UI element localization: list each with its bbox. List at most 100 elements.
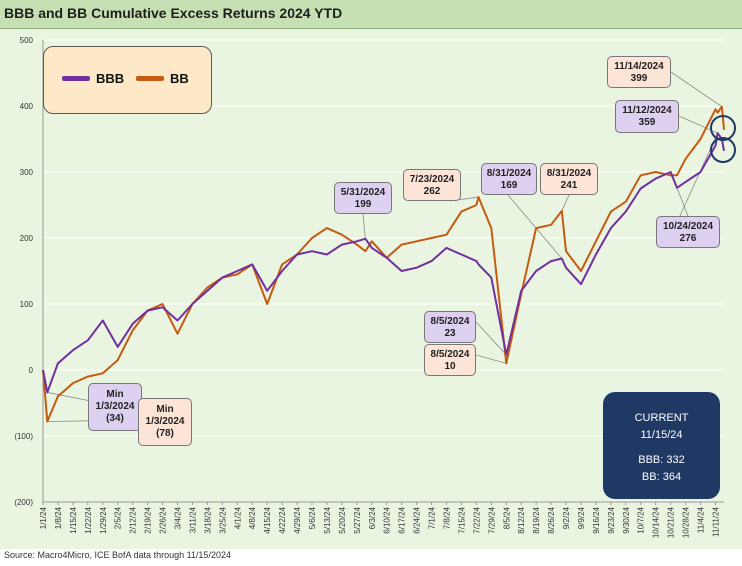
x-tick-label: 9/2/24 <box>562 506 571 529</box>
x-tick-label: 9/23/24 <box>607 506 616 533</box>
leader-line <box>362 213 366 239</box>
x-tick-label: 7/8/24 <box>442 506 451 529</box>
annotation-min-bb: Min 1/3/2024 (78) <box>138 398 192 446</box>
annotation-date: 7/23/2024 <box>409 174 455 185</box>
x-tick-label: 6/24/24 <box>413 506 422 533</box>
annotation-value: 276 <box>679 233 697 244</box>
annotation-date: 11/12/2024 <box>622 105 672 116</box>
x-tick-label: 6/10/24 <box>383 506 392 533</box>
legend-swatch-bb <box>136 76 164 81</box>
x-tick-label: 7/29/24 <box>487 506 496 533</box>
annotation-bb-1114: 11/14/2024 399 <box>607 56 671 88</box>
series-line-bb <box>42 105 725 423</box>
x-tick-label: 11/11/24 <box>711 506 720 537</box>
annotation-date: 5/31/2024 <box>340 187 386 198</box>
chart-title: BBB and BB Cumulative Excess Returns 202… <box>4 5 343 21</box>
annotation-bb-0805: 8/5/2024 10 <box>424 344 476 376</box>
x-tick-label: 8/19/24 <box>532 506 541 533</box>
x-tick-label: 9/16/24 <box>592 506 601 533</box>
x-tick-label: 11/4/24 <box>697 506 706 533</box>
x-tick-label: 4/15/24 <box>263 506 272 533</box>
x-tick-label: 1/22/24 <box>84 506 93 533</box>
annotation-value: 399 <box>630 73 648 84</box>
annotation-date: 8/5/2024 <box>430 316 470 327</box>
leader-line <box>47 392 97 403</box>
highlight-markers <box>710 115 736 163</box>
x-tick-label: 1/15/24 <box>69 506 78 533</box>
leader-line <box>676 187 689 217</box>
x-tick-label: 9/9/24 <box>577 506 586 529</box>
x-tick-label: 7/15/24 <box>457 506 466 533</box>
y-tick-label: 0 <box>29 366 34 375</box>
x-tick-label: 3/18/24 <box>203 506 212 533</box>
current-title: CURRENT <box>634 412 689 424</box>
leader-line <box>475 321 507 356</box>
x-tick-label: 2/5/24 <box>114 506 123 529</box>
series-lines <box>42 105 725 423</box>
x-tick-label: 4/8/24 <box>248 506 257 529</box>
current-bbb: BBB: 332 <box>638 454 685 466</box>
annotation-min-bbb: Min 1/3/2024 (34) <box>88 383 142 431</box>
x-tick-label: 3/4/24 <box>173 506 182 529</box>
annotation-date: 8/31/2024 <box>546 168 592 179</box>
annotation-date: 1/3/2024 <box>145 416 185 427</box>
y-tick-label: (200) <box>14 498 33 507</box>
x-tick-label: 1/29/24 <box>99 506 108 533</box>
leader-line <box>507 194 563 259</box>
x-tick-label: 5/13/24 <box>323 506 332 533</box>
annotation-value: 199 <box>354 199 372 210</box>
x-tick-label: 2/26/24 <box>159 506 168 533</box>
y-tick-label: 100 <box>20 300 34 309</box>
y-tick-label: (100) <box>14 432 33 441</box>
x-tick-label: 3/11/24 <box>188 506 197 533</box>
series-line-bbb <box>42 132 725 394</box>
x-tick-label: 8/26/24 <box>547 506 556 533</box>
annotation-value: 23 <box>444 328 456 339</box>
annotation-label: Min <box>156 404 174 415</box>
x-tick-label: 8/12/24 <box>517 506 526 533</box>
annotation-value: (78) <box>156 428 174 439</box>
x-tick-label: 9/30/24 <box>622 506 631 533</box>
title-bar: BBB and BB Cumulative Excess Returns 202… <box>0 0 742 29</box>
x-tick-label: 6/17/24 <box>398 506 407 533</box>
x-tick-label: 1/8/24 <box>54 506 63 529</box>
annotation-bbb-0531: 5/31/2024 199 <box>334 182 392 214</box>
highlight-circle-bbb <box>710 137 736 163</box>
annotation-date: 10/24/2024 <box>662 221 714 232</box>
annotation-value: 359 <box>638 117 656 128</box>
annotation-label: Min <box>106 389 124 400</box>
x-tick-label: 5/20/24 <box>338 506 347 533</box>
leader-line <box>561 194 570 212</box>
x-tick-label: 2/12/24 <box>129 506 138 533</box>
y-tick-label: 400 <box>20 102 34 111</box>
annotation-value: 241 <box>560 180 578 191</box>
annotation-date: 8/31/2024 <box>486 168 532 179</box>
y-tick-label: 200 <box>20 234 34 243</box>
x-tick-label: 10/7/24 <box>637 506 646 533</box>
annotation-value: 262 <box>423 186 441 197</box>
legend-label-bbb: BBB <box>96 71 125 86</box>
x-tick-label: 8/5/24 <box>502 506 511 529</box>
annotation-bbb-1024: 10/24/2024 276 <box>656 216 720 248</box>
annotation-date: 11/14/2024 <box>614 61 664 72</box>
annotation-date: 1/3/2024 <box>95 401 135 412</box>
annotation-bb-0723: 7/23/2024 262 <box>403 169 461 201</box>
highlight-circle-bb <box>710 115 736 141</box>
x-tick-label: 4/29/24 <box>293 506 302 533</box>
x-tick-label: 7/1/24 <box>428 506 437 529</box>
x-tick-label: 2/19/24 <box>144 506 153 533</box>
y-axis-ticks: (200) (100) 0 100 200 300 400 500 <box>14 36 33 507</box>
leader-line <box>670 71 723 107</box>
leader-line <box>475 354 507 364</box>
source-note: Source: Macro4Micro, ICE BofA data throu… <box>4 550 231 560</box>
annotation-value: 169 <box>500 180 518 191</box>
x-tick-label: 4/22/24 <box>278 506 287 533</box>
legend: BBB BB <box>43 46 212 114</box>
x-axis-ticks: 1/1/24 1/8/24 1/15/24 1/22/24 1/29/24 2/5/24 2… <box>39 502 720 538</box>
x-tick-label: 7/22/24 <box>472 506 481 533</box>
x-tick-label: 1/1/24 <box>39 506 48 529</box>
annotation-bbb-1112: 11/12/2024 359 <box>615 100 679 133</box>
x-tick-label: 5/6/24 <box>308 506 317 529</box>
annotation-bbb-0831: 8/31/2024 169 <box>481 163 537 195</box>
